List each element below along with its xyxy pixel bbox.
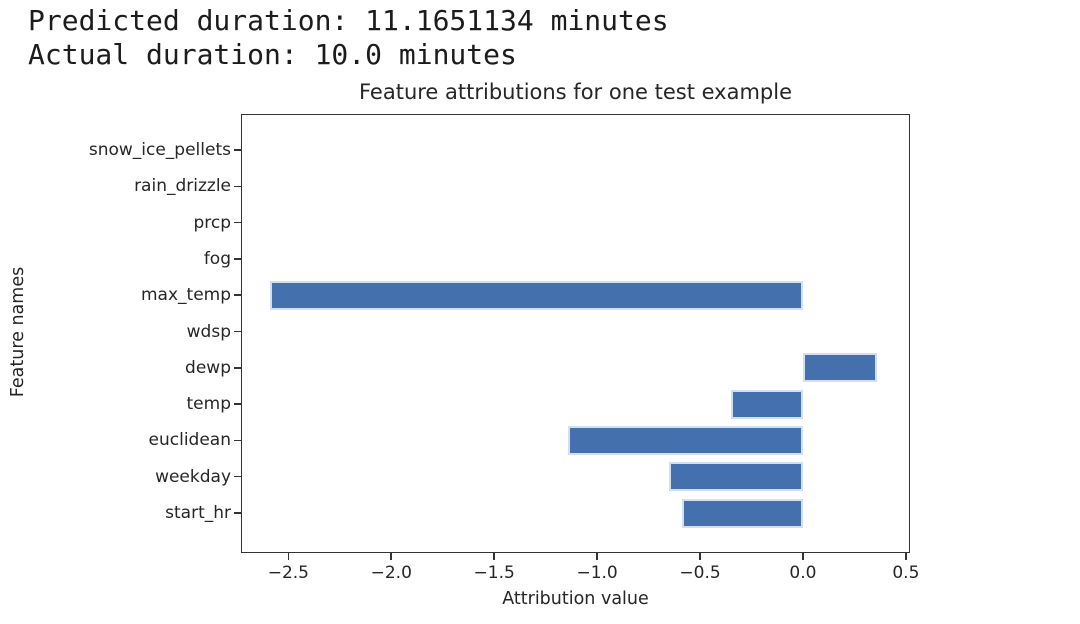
y-tick-mark [234,221,241,224]
y-tick-mark [234,439,241,442]
y-tick-mark [234,367,241,369]
y-tick-label-prcp: prcp [193,212,231,233]
x-tick-label--0.5: −0.5 [679,563,721,583]
y-tick-label-fog: fog [203,248,231,269]
y-tick-mark [234,330,241,333]
x-tick-mark [905,553,907,560]
x-tick-mark [699,553,701,560]
y-tick-mark [234,294,241,296]
predicted-duration-line: Predicted duration: 11.1651134 minutes [28,4,669,37]
x-tick-mark [802,553,804,560]
x-tick-label--1.5: −1.5 [473,563,515,583]
y-tick-label-wdsp: wdsp [186,321,231,342]
y-tick-label-max_temp: max_temp [140,285,231,306]
y-tick-mark [234,475,241,478]
duration-output-text: Predicted duration: 11.1651134 minutes A… [28,4,669,71]
y-tick-label-weekday: weekday [155,466,231,487]
bar-temp [730,389,803,419]
y-tick-mark [234,258,241,260]
x-tick-mark [596,553,598,560]
x-tick-label-0.0: 0.0 [789,563,817,583]
y-tick-label-start_hr: start_hr [165,503,231,523]
x-tick-mark [390,553,393,560]
x-tick-label--2.0: −2.0 [370,563,412,583]
y-tick-label-euclidean: euclidean [148,430,231,451]
x-axis-label: Attribution value [502,589,649,609]
y-tick-label-rain_drizzle: rain_drizzle [134,176,231,197]
x-tick-mark [287,553,290,560]
x-tick-label--1.0: −1.0 [576,563,618,583]
y-tick-label-dewp: dewp [185,357,231,378]
y-tick-mark [234,185,241,188]
x-tick-label-0.5: 0.5 [892,563,920,583]
chart-title: Feature attributions for one test exampl… [358,80,792,104]
bar-weekday [669,462,803,492]
plot-area [241,114,910,553]
bar-euclidean [568,425,803,455]
y-tick-mark [234,403,241,405]
x-tick-label--2.5: −2.5 [267,563,309,583]
bar-max_temp [269,280,803,310]
y-tick-mark [234,512,241,514]
y-tick-label-temp: temp [186,394,231,415]
y-tick-label-snow_ice_pellets: snow_ice_pellets [88,140,231,160]
bar-dewp [802,353,878,383]
bar-start_hr [681,498,803,528]
x-tick-mark [493,553,495,560]
actual-duration-line: Actual duration: 10.0 minutes [28,37,517,71]
y-tick-mark [234,149,241,151]
